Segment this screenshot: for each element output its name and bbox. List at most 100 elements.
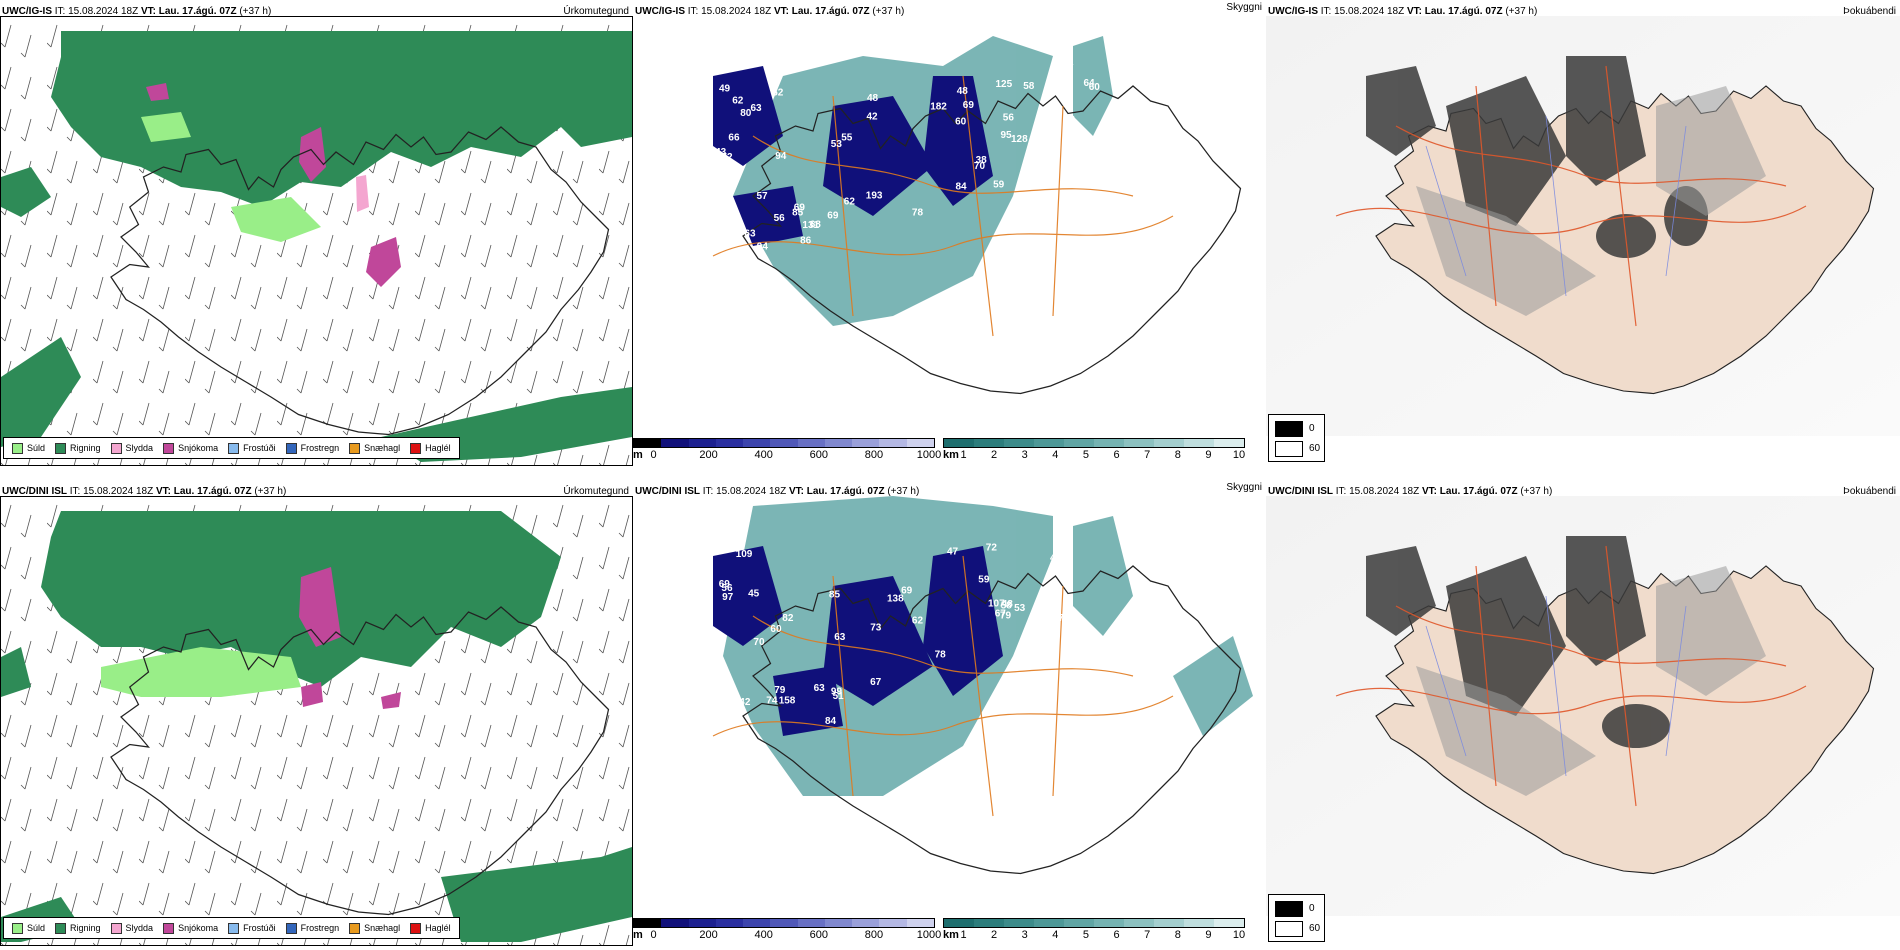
colorbar-swatch — [1034, 439, 1064, 447]
panel-title: UWC/IG-IS IT: 15.08.2024 18Z VT: Lau. 17… — [1268, 6, 1538, 17]
ceiling-unit: m — [633, 929, 643, 941]
ceiling-value-label: 63 — [744, 229, 756, 240]
legend-item-snjokoma: Snjókoma — [163, 442, 218, 454]
legend-item-slydda: Slydda — [110, 442, 153, 454]
ceiling-value-label: 97 — [722, 592, 734, 603]
ceiling-unit: m — [633, 449, 643, 461]
ceiling-value-label: 94 — [775, 151, 787, 162]
visibility-colorbar: km 1 2 3 4 5 6 7 8 9 10 — [943, 438, 1246, 461]
ceiling-value-label: 42 — [867, 112, 879, 123]
visibility-map[interactable]: 94 53 125 56 73 72 42 69 63 58 43 62 48 69 49 49 48 56 131… — [633, 16, 1266, 436]
colorbar-tick-label: 3 — [1021, 929, 1028, 941]
ceiling-value-label: 94 — [757, 242, 769, 253]
ceiling-value-label: 59 — [993, 180, 1005, 191]
fog-map[interactable] — [1266, 496, 1900, 916]
colorbar-tick-label: 9 — [1205, 929, 1212, 941]
precip-legend: Súld Rigning Slydda Snjókoma Frostúði Fr… — [3, 437, 460, 459]
ceiling-value-label: 56 — [721, 583, 733, 594]
ceiling-value-label: 131 — [802, 220, 819, 231]
ceiling-colorbar-swatches — [633, 438, 935, 448]
fog-map[interactable] — [1266, 16, 1900, 436]
legend-item-haglel: Haglél — [410, 442, 451, 454]
visibility-unit: km — [943, 449, 959, 461]
colorbar-swatch — [906, 919, 934, 927]
colorbar-tick-label: 10 — [1232, 449, 1246, 461]
ceiling-value-label: 68 — [810, 219, 822, 230]
cloud-legend: 0 60 — [1268, 414, 1325, 462]
panel-title: UWC/DINI ISL IT: 15.08.2024 18Z VT: Lau.… — [635, 486, 920, 497]
colorbar-swatch — [1064, 439, 1094, 447]
ceiling-value-label: 182 — [930, 102, 947, 113]
colorbar-tick-label: 800 — [864, 449, 884, 461]
legend-item-frostudi: Frostúði — [228, 442, 276, 454]
ceiling-value-label: 49 — [1064, 114, 1076, 125]
colorbar-swatch — [1184, 919, 1214, 927]
forecast-row-ig-is: Súld Rigning Slydda Snjókoma Frostúði Fr… — [0, 0, 1900, 470]
ceiling-value-label: 58 — [1047, 592, 1059, 603]
ceiling-value-label: 45 — [748, 589, 760, 600]
colorbar-swatch — [661, 439, 689, 447]
colorbar-swatch — [715, 919, 744, 927]
precip-legend: Súld Rigning Slydda Snjókoma Frostúði Fr… — [3, 917, 460, 939]
colorbar-tick-label: 8 — [1174, 449, 1181, 461]
colorbar-tick-label: 6 — [1113, 929, 1120, 941]
visibility-map[interactable]: 109 69 58 158 58 97 85 59 42 46 45 51 47 74 48 70 67 72 63… — [633, 496, 1266, 916]
panel-title: UWC/DINI ISL IT: 15.08.2024 18Z VT: Lau.… — [2, 486, 287, 497]
colorbar-tick-label: 1000 — [916, 929, 942, 941]
precip-map[interactable]: Súld Rigning Slydda Snjókoma Frostúði Fr… — [0, 16, 633, 466]
cloud-legend-min-box — [1275, 901, 1303, 917]
colorbar-tick-label: 1 — [960, 929, 967, 941]
ceiling-value-label: 67 — [995, 608, 1007, 619]
colorbar-tick-label: 600 — [809, 929, 828, 941]
colorbar-swatch — [797, 439, 825, 447]
legend-item-sudl: Súld — [12, 922, 45, 934]
colorbar-swatch — [974, 919, 1004, 927]
colorbar-swatch — [770, 919, 798, 927]
colorbar-tick-label: 7 — [1144, 929, 1151, 941]
precip-panel-type: Úrkomutegund — [563, 486, 629, 497]
colorbar-tick-label: 0 — [650, 449, 657, 461]
ceiling-value-label: 61 — [1062, 57, 1074, 68]
colorbar-swatch — [715, 439, 744, 447]
ceiling-value-label: 69 — [827, 210, 839, 221]
ceiling-value-label: 46 — [1050, 553, 1062, 564]
colorbar-tick-label: 400 — [754, 449, 773, 461]
visibility-unit: km — [943, 929, 959, 941]
colorbar-swatch — [661, 919, 689, 927]
precip-map[interactable]: Súld Rigning Slydda Snjókoma Frostúði Fr… — [0, 496, 633, 946]
legend-swatch — [12, 442, 23, 454]
colorbar-tick-label: 4 — [1052, 929, 1059, 941]
precip-type-panel: Súld Rigning Slydda Snjókoma Frostúði Fr… — [0, 480, 633, 950]
forecast-row-dini-isl: Súld Rigning Slydda Snjókoma Frostúði Fr… — [0, 480, 1900, 950]
colorbar-swatch — [797, 919, 825, 927]
ceiling-value-label: 70 — [974, 161, 986, 172]
visibility-colorbar-swatches — [943, 918, 1245, 928]
colorbar-tick-label: 4 — [1052, 449, 1059, 461]
colorbar-swatch — [879, 919, 907, 927]
colorbar-tick-label: 2 — [991, 929, 998, 941]
ceiling-value-label: 128 — [1011, 134, 1028, 145]
fog-panel: UWC/DINI ISL IT: 15.08.2024 18Z VT: Lau.… — [1266, 480, 1900, 950]
colorbar-tick-label: 800 — [864, 929, 884, 941]
ceiling-value-label: 42 — [739, 697, 751, 708]
ceiling-value-label: 69 — [719, 579, 731, 590]
ceiling-value-label: 56 — [774, 213, 786, 224]
ceiling-value-label: 53 — [1044, 155, 1056, 166]
colorbar-swatch — [770, 439, 798, 447]
ceiling-value-label: 125 — [996, 79, 1013, 90]
legend-item-frostudi: Frostúði — [228, 922, 276, 934]
ceiling-value-label: 73 — [1055, 73, 1067, 84]
panel-title: UWC/IG-IS IT: 15.08.2024 18Z VT: Lau. 17… — [2, 6, 272, 17]
visibility-panel-type: Skyggni — [1226, 2, 1262, 13]
ceiling-value-label: 60 — [770, 624, 782, 635]
ceiling-value-label: 158 — [779, 696, 796, 707]
ceiling-value-label: 60 — [955, 116, 967, 127]
legend-item-haglel: Haglél — [410, 922, 451, 934]
cloud-legend-min: 0 — [1309, 903, 1315, 914]
ceiling-value-label: 99 — [831, 687, 843, 698]
ceiling-value-label: 82 — [782, 613, 794, 624]
ceiling-value-label: 73 — [870, 622, 882, 633]
cloud-legend-min: 0 — [1309, 423, 1315, 434]
colorbar-swatch — [688, 919, 716, 927]
colorbar-swatch — [852, 919, 880, 927]
